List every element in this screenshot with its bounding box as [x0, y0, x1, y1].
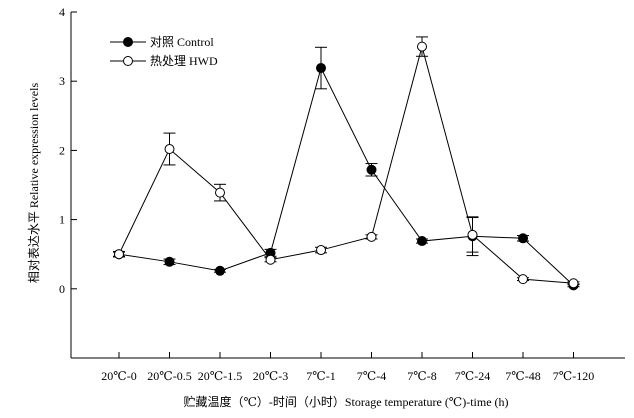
x-tick-label: 20℃-0	[101, 369, 136, 383]
data-point	[215, 187, 225, 198]
legend-marker	[123, 56, 133, 66]
data-point	[164, 256, 175, 267]
x-tick-label: 7℃-1	[306, 369, 335, 383]
data-point	[215, 265, 225, 276]
data-point	[467, 229, 478, 240]
y-tick-label: 4	[59, 5, 65, 19]
data-point	[366, 231, 377, 242]
data-point	[417, 236, 427, 247]
legend: 对照 Control 热处理 HWD	[110, 35, 218, 68]
data-point	[417, 41, 427, 52]
x-tick-label: 20℃-3	[253, 369, 288, 383]
y-tick-label: 2	[59, 143, 65, 157]
data-point	[114, 249, 124, 260]
series-control	[113, 46, 580, 291]
data-point	[518, 274, 528, 285]
x-tick-label: 20℃-0.5	[147, 369, 191, 383]
data-point	[265, 254, 276, 265]
data-point	[164, 144, 175, 155]
legend-label: 对照 Control	[150, 35, 214, 49]
x-tick-label: 7℃-120	[553, 369, 594, 383]
y-tick-label: 3	[59, 74, 65, 88]
data-point	[568, 278, 579, 289]
data-point	[316, 63, 326, 74]
axes	[70, 12, 625, 359]
x-axis-title: 贮藏温度（℃）-时间（小时）Storage temperature (℃)-ti…	[183, 394, 508, 409]
legend-marker	[123, 37, 133, 47]
series-layer	[113, 36, 580, 291]
series-line	[118, 66, 574, 286]
x-tick-label: 7℃-8	[407, 369, 436, 383]
series-hwd	[113, 36, 580, 289]
x-tick-label: 20℃-1.5	[198, 369, 242, 383]
x-tick-label: 7℃-48	[505, 369, 540, 383]
y-axis-title: 相对表达水平 Relative expression levels	[27, 83, 41, 284]
x-ticks: 20℃-0 20℃-0.5 20℃-1.5 20℃-3 7℃-1 7℃-4 7℃-8 7℃-2…	[101, 352, 594, 383]
legend-label: 热处理 HWD	[150, 54, 218, 68]
x-tick-label: 7℃-24	[455, 369, 490, 383]
y-ticks: 0 1 2 3 4	[59, 5, 77, 296]
x-tick-label: 7℃-4	[357, 369, 386, 383]
data-point	[518, 233, 528, 244]
data-point	[366, 164, 377, 175]
y-tick-label: 0	[59, 282, 65, 296]
y-tick-label: 1	[59, 213, 65, 227]
series-line	[118, 44, 574, 284]
data-point	[316, 245, 326, 256]
